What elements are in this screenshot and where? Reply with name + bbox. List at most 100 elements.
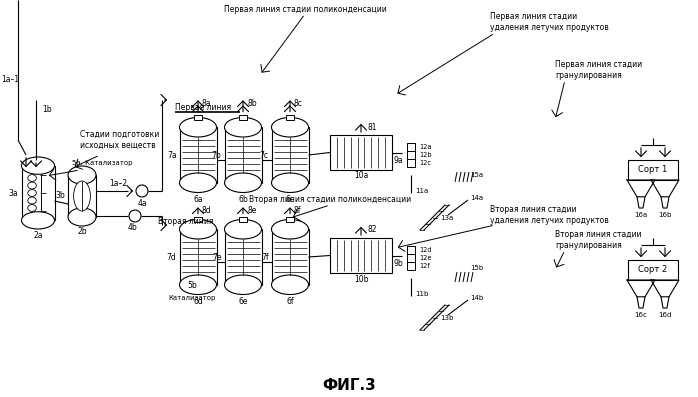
Ellipse shape [73, 181, 91, 211]
Bar [225, 229, 262, 285]
Ellipse shape [28, 182, 36, 189]
Ellipse shape [225, 275, 262, 295]
Text: 4a: 4a [138, 200, 147, 208]
Bar [407, 254, 415, 262]
Text: 8a: 8a [202, 99, 211, 108]
Bar [407, 151, 415, 159]
Ellipse shape [272, 118, 309, 137]
Text: 81: 81 [367, 123, 376, 131]
Ellipse shape [179, 220, 216, 239]
Ellipse shape [28, 190, 36, 197]
Bar [407, 159, 415, 167]
Text: Первая линия стадии поликонденсации: Первая линия стадии поликонденсации [223, 6, 387, 15]
Text: Сорт 2: Сорт 2 [639, 266, 667, 274]
Text: 2a: 2a [34, 231, 43, 239]
Ellipse shape [272, 173, 309, 193]
Bar [179, 229, 216, 285]
Text: 8b: 8b [247, 99, 257, 108]
Ellipse shape [179, 173, 216, 193]
Text: 9b: 9b [393, 259, 403, 268]
Text: Вторая линия стадии
удаления летучих продуктов: Вторая линия стадии удаления летучих про… [490, 205, 609, 225]
Bar [194, 216, 202, 222]
Text: 7a: 7a [167, 150, 177, 160]
Text: 11а: 11а [415, 188, 429, 194]
Text: 15b: 15b [470, 265, 483, 271]
Text: 12f: 12f [419, 263, 430, 269]
Bar [407, 262, 415, 270]
Text: 12e: 12e [419, 255, 431, 261]
Circle shape [136, 185, 148, 197]
Text: 1а–2: 1а–2 [109, 179, 127, 189]
Text: 16c: 16c [634, 312, 648, 318]
Text: 10b: 10b [354, 274, 369, 283]
Bar [330, 238, 392, 273]
Circle shape [129, 210, 141, 222]
Text: Вторая линия стадии поликонденсации: Вторая линия стадии поликонденсации [249, 195, 411, 204]
Bar [286, 216, 294, 222]
Text: Сорт 1: Сорт 1 [639, 166, 667, 175]
Bar [272, 229, 309, 285]
Text: 12d: 12d [419, 247, 431, 253]
Text: 9a: 9a [393, 156, 403, 165]
Text: 16а: 16а [634, 212, 648, 218]
Text: 7b: 7b [211, 150, 221, 160]
Text: 1b: 1b [42, 106, 52, 114]
Text: 6d: 6d [193, 297, 203, 306]
Bar [194, 114, 202, 119]
Text: Катализатор: Катализатор [168, 295, 216, 301]
Ellipse shape [272, 275, 309, 295]
Text: Вторая линия: Вторая линия [158, 216, 214, 225]
Text: 8f: 8f [294, 206, 302, 215]
Text: 7c: 7c [260, 150, 269, 160]
Text: Первая линия стадии
гранулирования: Первая линия стадии гранулирования [555, 60, 642, 80]
Bar [628, 160, 678, 180]
Text: ФИГ.3: ФИГ.3 [322, 378, 376, 393]
Ellipse shape [22, 157, 54, 174]
Bar [239, 216, 247, 222]
Text: 11b: 11b [415, 291, 429, 297]
Text: Стадии подготовки
исходных веществ: Стадии подготовки исходных веществ [80, 130, 159, 150]
Text: 7d: 7d [167, 252, 177, 262]
Text: 12a: 12a [419, 144, 431, 150]
Bar [407, 246, 415, 254]
Bar [225, 127, 262, 183]
Text: 6c: 6c [285, 195, 295, 204]
Ellipse shape [179, 118, 216, 137]
Text: 5а. Катализатор: 5а. Катализатор [72, 160, 133, 166]
Text: 7f: 7f [261, 252, 269, 262]
Text: 13b: 13b [440, 314, 454, 320]
Text: 8e: 8e [247, 206, 256, 215]
Text: 12b: 12b [419, 152, 431, 158]
Text: 6f: 6f [286, 297, 294, 306]
Bar [286, 114, 294, 119]
Text: 14b: 14b [470, 295, 483, 301]
Bar [407, 143, 415, 151]
Ellipse shape [225, 118, 262, 137]
Bar [239, 114, 247, 119]
Ellipse shape [225, 173, 262, 193]
Ellipse shape [68, 208, 96, 226]
Text: 82: 82 [367, 225, 376, 235]
Text: 10a: 10a [354, 172, 368, 181]
Text: 14а: 14а [470, 195, 483, 201]
Text: 8c: 8c [294, 99, 303, 108]
Text: 7e: 7e [212, 252, 221, 262]
Text: 1а–1: 1а–1 [1, 75, 19, 85]
Text: 15а: 15а [470, 172, 483, 178]
Ellipse shape [22, 212, 54, 229]
Text: 13а: 13а [440, 214, 454, 220]
Text: 16b: 16b [658, 212, 671, 218]
Bar [272, 127, 309, 183]
Text: 5b: 5b [187, 281, 197, 289]
Bar [330, 135, 392, 170]
Ellipse shape [28, 204, 36, 211]
Bar [179, 127, 216, 183]
Text: 2b: 2b [77, 227, 87, 237]
Ellipse shape [28, 175, 36, 181]
Text: 16d: 16d [658, 312, 671, 318]
Text: Вторая линия стадии
гранулирования: Вторая линия стадии гранулирования [555, 230, 641, 250]
Text: 8d: 8d [202, 206, 211, 215]
Text: 6a: 6a [193, 195, 203, 204]
Ellipse shape [28, 197, 36, 204]
Ellipse shape [179, 275, 216, 295]
